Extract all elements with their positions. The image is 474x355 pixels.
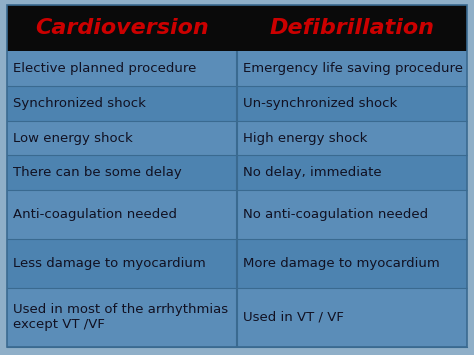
Text: There can be some delay: There can be some delay — [13, 166, 182, 179]
Text: Anti-coagulation needed: Anti-coagulation needed — [13, 208, 177, 221]
Text: Used in VT / VF: Used in VT / VF — [243, 311, 344, 324]
Text: Cardioversion: Cardioversion — [35, 18, 209, 38]
Bar — [7, 239, 237, 288]
Text: No delay, immediate: No delay, immediate — [243, 166, 382, 179]
Bar — [7, 190, 237, 239]
Bar — [7, 51, 237, 86]
Bar — [237, 51, 467, 86]
Text: No anti-coagulation needed: No anti-coagulation needed — [243, 208, 428, 221]
Bar — [7, 86, 237, 121]
Bar — [237, 239, 467, 288]
Text: Less damage to myocardium: Less damage to myocardium — [13, 257, 206, 270]
Bar — [237, 86, 467, 121]
Text: Un-synchronized shock: Un-synchronized shock — [243, 97, 397, 110]
Text: Low energy shock: Low energy shock — [13, 132, 133, 144]
Text: Defibrillation: Defibrillation — [270, 18, 435, 38]
Bar — [7, 155, 237, 190]
Bar — [7, 121, 237, 155]
Bar — [237, 121, 467, 155]
Text: Used in most of the arrhythmias
except VT /VF: Used in most of the arrhythmias except V… — [13, 304, 228, 332]
Bar — [237, 288, 467, 347]
Text: High energy shock: High energy shock — [243, 132, 367, 144]
Text: More damage to myocardium: More damage to myocardium — [243, 257, 440, 270]
Bar — [7, 288, 237, 347]
Text: Elective planned procedure: Elective planned procedure — [13, 62, 196, 75]
Bar — [237, 155, 467, 190]
Bar — [7, 5, 467, 51]
Text: Synchronized shock: Synchronized shock — [13, 97, 146, 110]
Text: Emergency life saving procedure: Emergency life saving procedure — [243, 62, 463, 75]
Bar — [237, 190, 467, 239]
